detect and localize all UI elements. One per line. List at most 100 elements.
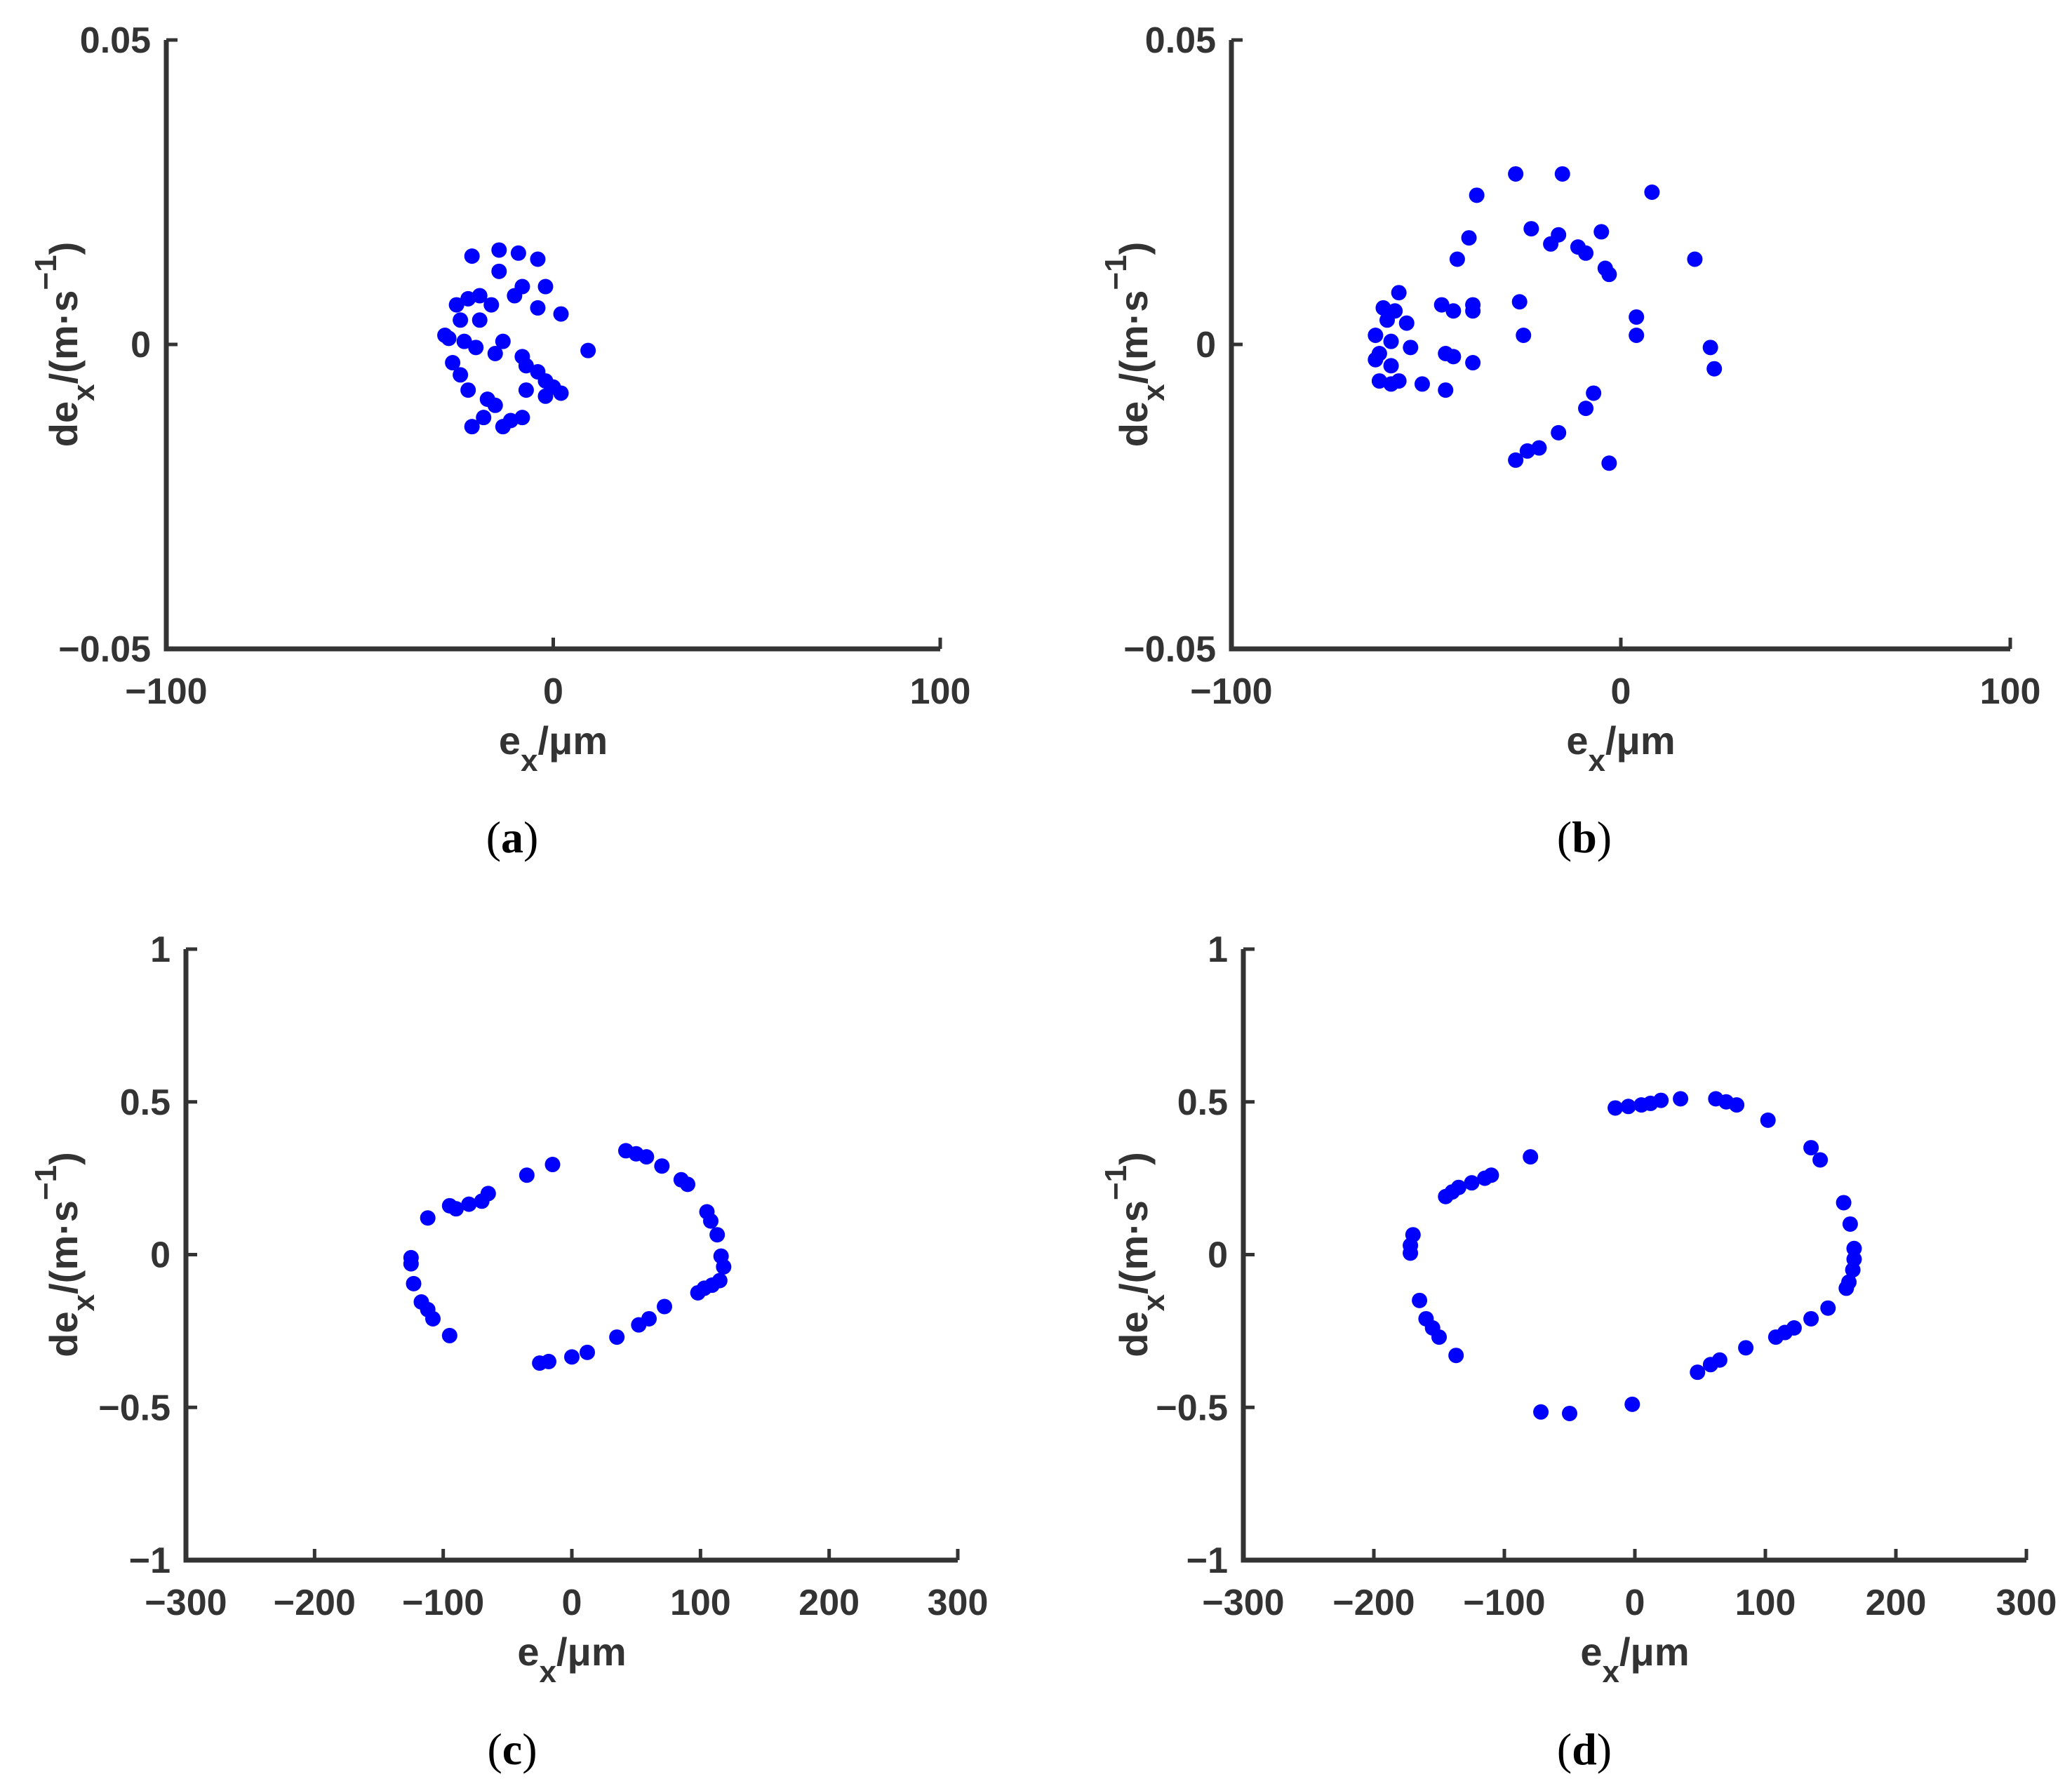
data-point (1729, 1097, 1745, 1113)
data-point (1767, 1329, 1784, 1345)
data-point (1673, 1091, 1689, 1107)
data-point (1516, 327, 1532, 343)
y-tick-label: −0.5 (98, 1388, 171, 1428)
data-point (1846, 1240, 1862, 1256)
data-point (514, 410, 530, 426)
data-point (1578, 245, 1594, 261)
data-point (1624, 1396, 1640, 1412)
data-point (1644, 184, 1660, 200)
axis-lines (183, 949, 958, 1563)
data-point (1431, 1329, 1447, 1345)
x-axis-label: ex/μm (517, 1630, 626, 1689)
y-tick-label: 0 (131, 325, 151, 365)
data-point (460, 290, 476, 307)
data-point (564, 1349, 580, 1365)
data-point (1838, 1280, 1854, 1296)
data-point (441, 1327, 457, 1343)
data-point (487, 397, 503, 413)
data-point (1461, 230, 1477, 246)
x-axis-label: ex/μm (499, 718, 608, 778)
data-point (491, 242, 507, 258)
data-point (1465, 303, 1481, 319)
data-point (1398, 315, 1415, 331)
data-point (474, 1193, 490, 1209)
data-point (453, 367, 469, 383)
data-point (464, 248, 480, 264)
data-point (1433, 297, 1450, 313)
data-point (1836, 1195, 1852, 1211)
data-point (476, 410, 492, 426)
data-point (1706, 361, 1723, 377)
data-point (1403, 1245, 1419, 1261)
data-point (1508, 452, 1524, 468)
data-point (437, 327, 453, 343)
x-tick-label: −200 (1332, 1583, 1415, 1623)
x-tick-label: 0 (562, 1583, 582, 1623)
data-point (641, 1310, 657, 1327)
data-point (654, 1158, 670, 1174)
x-tick-label: −100 (1190, 671, 1272, 712)
x-tick-label: −100 (1463, 1583, 1545, 1623)
y-tick-label: 0.5 (1177, 1082, 1228, 1123)
data-point (445, 355, 461, 371)
data-point (1620, 1099, 1636, 1115)
data-point (1448, 1348, 1464, 1364)
data-point (468, 340, 484, 356)
data-point (1375, 300, 1391, 316)
data-point (1383, 358, 1399, 374)
data-point (1412, 1292, 1428, 1308)
data-point (1601, 455, 1617, 471)
data-point (537, 278, 554, 295)
x-tick-label: 200 (798, 1583, 860, 1623)
data-point (1403, 340, 1419, 356)
y-tick-label: −1 (129, 1540, 171, 1581)
y-tick-label: 0 (1208, 1235, 1228, 1276)
data-point (1842, 1216, 1858, 1232)
data-point (1578, 401, 1594, 417)
data-point (420, 1210, 436, 1226)
axis-lines (1229, 40, 2010, 652)
data-point (507, 288, 523, 304)
x-tick-label: −100 (125, 671, 207, 712)
y-tick-label: −1 (1187, 1540, 1228, 1581)
panel-label: (d) (1557, 1724, 1612, 1774)
data-point (1687, 251, 1703, 267)
data-point (580, 1344, 595, 1360)
data-point (1391, 373, 1407, 389)
data-point (453, 312, 469, 328)
data-point (1469, 187, 1485, 203)
x-tick-label: 0 (543, 671, 563, 712)
panel-label: (c) (487, 1724, 537, 1774)
data-point (425, 1310, 441, 1327)
data-point (1531, 440, 1547, 456)
y-axis-label: dex/(m·s−1) (1099, 242, 1171, 447)
y-axis-label: dex/(m·s−1) (29, 242, 101, 447)
data-point (518, 358, 534, 374)
x-tick-label: 300 (928, 1583, 989, 1623)
x-tick-label: −300 (1202, 1583, 1284, 1623)
data-point (618, 1143, 634, 1159)
data-point (1519, 443, 1535, 459)
data-point (1812, 1152, 1829, 1168)
data-point (1368, 327, 1384, 343)
x-axis-label: ex/μm (1566, 718, 1675, 778)
data-point (1523, 1149, 1539, 1165)
data-point (530, 251, 546, 267)
x-axis-label: ex/μm (1580, 1630, 1689, 1689)
axis-lines (1241, 949, 2026, 1563)
data-point (472, 312, 488, 328)
axis-lines (163, 40, 940, 652)
data-point (403, 1256, 419, 1272)
data-point (1533, 1404, 1549, 1420)
data-point (519, 1167, 535, 1183)
x-tick-label: −100 (402, 1583, 484, 1623)
data-point (1690, 1364, 1706, 1381)
x-tick-label: 0 (1611, 671, 1631, 712)
chart-panel-3: −300 −200 −100 0 100 200 300 −1 −0.5 0 0.5 1 ex/μm de… (29, 929, 988, 1774)
data-point (1803, 1310, 1819, 1327)
y-tick-label: 0.05 (1145, 20, 1216, 61)
x-tick-label: 0 (1625, 1583, 1645, 1623)
data-point (580, 342, 596, 358)
data-point (1508, 166, 1524, 182)
